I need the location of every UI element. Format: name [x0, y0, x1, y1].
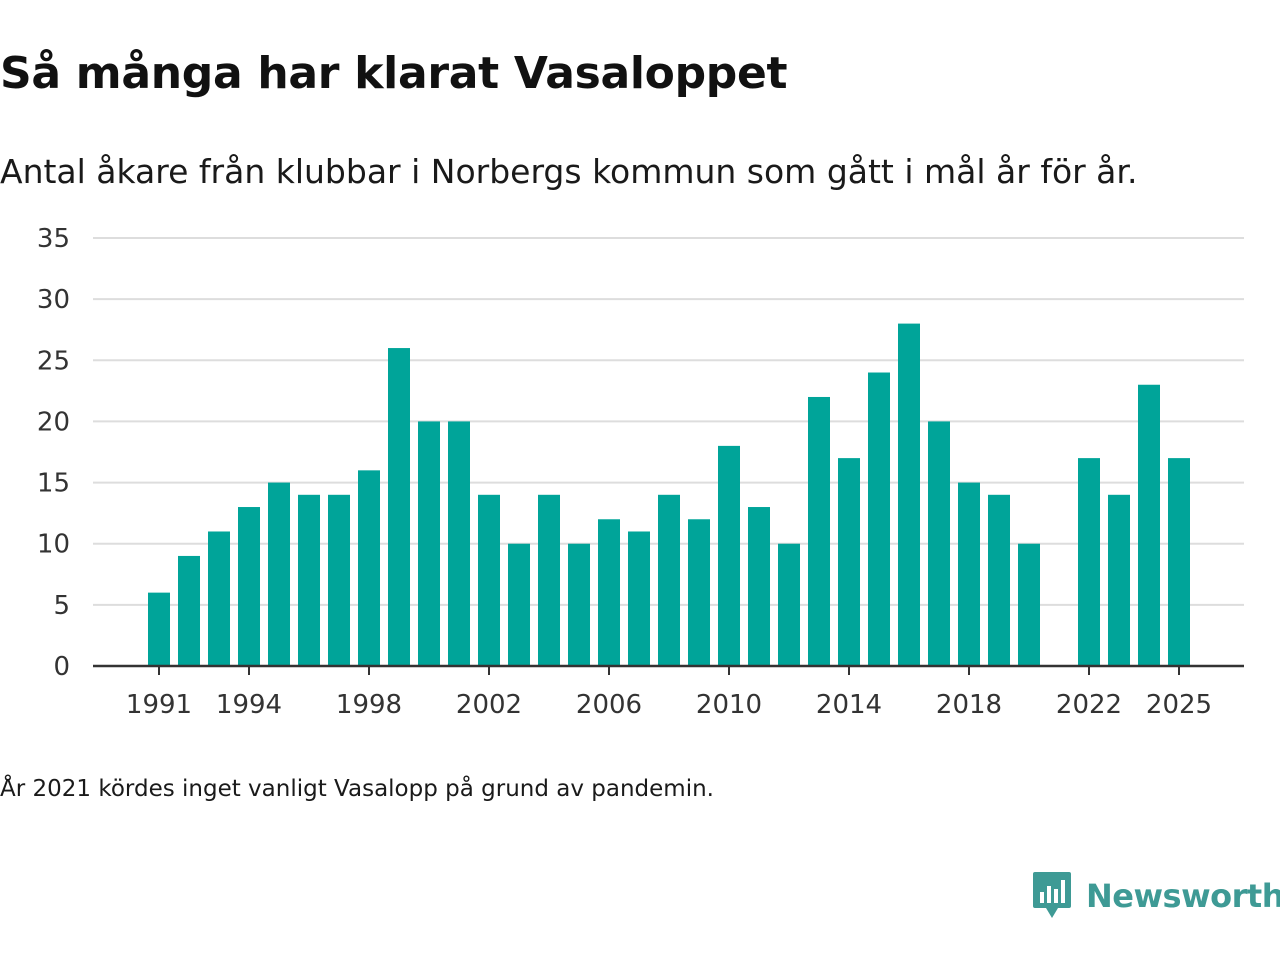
bar-2007 [628, 531, 650, 666]
bar-2013 [808, 396, 830, 666]
bar-1997 [328, 494, 350, 666]
bar-1993 [208, 531, 230, 666]
bar-2006 [598, 519, 620, 666]
bar-2005 [568, 543, 590, 666]
newsworthy-logo-icon [1033, 872, 1071, 918]
bar-2000 [418, 421, 440, 666]
bar-2015 [868, 372, 890, 666]
bar-1999 [388, 348, 410, 666]
bar-1995 [268, 482, 290, 666]
bar-1996 [298, 494, 320, 666]
bar-2001 [448, 421, 470, 666]
bar-2017 [928, 421, 950, 666]
bar-2012 [778, 543, 800, 666]
x-tick-label-2022: 2022 [1056, 690, 1122, 720]
bar-1991 [148, 592, 170, 666]
y-tick-label-0: 0 [53, 652, 70, 682]
x-tick-label-1998: 1998 [336, 690, 402, 720]
footnote: År 2021 kördes inget vanligt Vasalopp på… [0, 776, 714, 802]
x-tick-label-2010: 2010 [696, 690, 762, 720]
y-tick-label-35: 35 [37, 224, 70, 254]
y-tick-label-25: 25 [37, 346, 70, 376]
y-tick-label-15: 15 [37, 469, 70, 499]
brand-name: Newsworthy [1086, 877, 1280, 915]
x-tick-label-1991: 1991 [126, 690, 192, 720]
bar-1992 [178, 555, 200, 666]
bar-2008 [658, 494, 680, 666]
bar-2011 [748, 507, 770, 666]
bar-2022 [1078, 458, 1100, 666]
bar-2003 [508, 543, 530, 666]
chart-title: Så många har klarat Vasaloppet [0, 48, 788, 99]
bar-2023 [1108, 494, 1130, 666]
bar-2024 [1138, 384, 1160, 666]
x-tick-label-2006: 2006 [576, 690, 642, 720]
x-tick-label-2014: 2014 [816, 690, 882, 720]
chart-subtitle: Antal åkare från klubbar i Norbergs komm… [0, 152, 1138, 191]
y-tick-label-10: 10 [37, 530, 70, 560]
bar-2025 [1168, 458, 1190, 666]
x-tick-label-1994: 1994 [216, 690, 282, 720]
y-tick-label-5: 5 [53, 591, 70, 621]
bar-2016 [898, 323, 920, 666]
x-tick-label-2018: 2018 [936, 690, 1002, 720]
bar-2010 [718, 445, 740, 666]
bar-2004 [538, 494, 560, 666]
bar-2014 [838, 458, 860, 666]
x-tick-label-2002: 2002 [456, 690, 522, 720]
y-tick-label-20: 20 [37, 407, 70, 437]
bar-2019 [988, 494, 1010, 666]
bar-2020 [1018, 543, 1040, 666]
bar-1994 [238, 507, 260, 666]
bar-2002 [478, 494, 500, 666]
y-tick-label-30: 30 [37, 285, 70, 315]
bars [148, 323, 1190, 666]
bar-2018 [958, 482, 980, 666]
bar-1998 [358, 470, 380, 666]
bar-2009 [688, 519, 710, 666]
x-tick-label-2025: 2025 [1146, 690, 1212, 720]
brand-logo: Newsworthy [1032, 870, 1280, 922]
